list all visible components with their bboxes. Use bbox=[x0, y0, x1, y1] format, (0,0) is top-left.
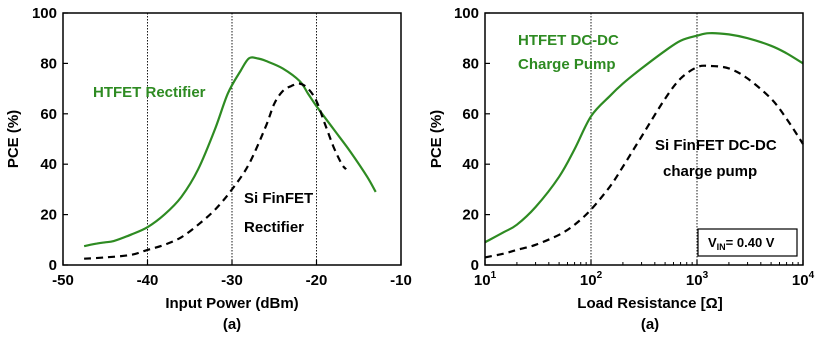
right-series-line-sifinfet bbox=[484, 64, 804, 259]
left-y-axis-label: PCE (%) bbox=[5, 110, 22, 168]
right-xtick-label-2: 103 bbox=[686, 270, 709, 289]
right-xtick-label-0: 101 bbox=[474, 270, 497, 289]
left-annotation-htfet: HTFET Rectifier bbox=[93, 84, 206, 101]
right-ytick-label-4: 80 bbox=[462, 55, 479, 72]
left-series-group bbox=[83, 56, 377, 260]
right-vertical-gridlines bbox=[590, 13, 698, 265]
right-annotation-htfet-line2: Charge Pump bbox=[518, 56, 616, 73]
vin-label: VIN= 0.40 V bbox=[708, 235, 775, 252]
right-annotation-sifinfet-line2: charge pump bbox=[663, 163, 757, 180]
left-ytick-label-4: 80 bbox=[40, 55, 57, 72]
left-ytick-label-2: 40 bbox=[40, 156, 57, 173]
left-x-axis-label: Input Power (dBm) bbox=[165, 295, 298, 312]
left-xtick-label-1: -40 bbox=[137, 272, 159, 289]
left-xtick-label-4: -10 bbox=[390, 272, 412, 289]
right-ytick-label-3: 60 bbox=[462, 106, 479, 123]
left-vertical-gridlines bbox=[147, 13, 317, 265]
vin-subscript: IN bbox=[717, 242, 726, 252]
left-annotation-sifinfet-line2: Rectifier bbox=[244, 219, 304, 236]
right-series-group bbox=[484, 32, 804, 259]
right-xtick-label-3: 104 bbox=[792, 270, 815, 289]
right-x-axis-label: Load Resistance [Ω] bbox=[577, 295, 722, 312]
right-ytick-label-0: 0 bbox=[471, 257, 479, 274]
left-annotation-sifinfet-line1: Si FinFET bbox=[244, 190, 313, 207]
left-ticks bbox=[62, 12, 402, 266]
left-ytick-label-3: 60 bbox=[40, 106, 57, 123]
right-ticks bbox=[484, 12, 804, 266]
vin-symbol: V bbox=[708, 235, 717, 250]
vin-box-frame bbox=[697, 228, 798, 257]
left-series-line-sifinfet bbox=[84, 82, 347, 260]
right-caption: (a) bbox=[641, 316, 659, 333]
right-ytick-label-2: 40 bbox=[462, 156, 479, 173]
left-xtick-label-3: -20 bbox=[306, 272, 328, 289]
left-ytick-label-5: 100 bbox=[32, 5, 57, 22]
vin-box: VIN= 0.40 V bbox=[697, 228, 798, 257]
left-xtick-label-0: -50 bbox=[52, 272, 74, 289]
right-annotation-sifinfet-line1: Si FinFET DC-DC bbox=[655, 137, 777, 154]
vin-value: = 0.40 V bbox=[726, 235, 775, 250]
left-xtick-label-2: -30 bbox=[221, 272, 243, 289]
right-ytick-label-5: 100 bbox=[454, 5, 479, 22]
left-ytick-label-1: 20 bbox=[40, 207, 57, 224]
left-ytick-label-0: 0 bbox=[49, 257, 57, 274]
chart-left: 0 20 40 60 80 100 -50 -40 -30 -20 -10 Input Power … bbox=[5, 5, 412, 333]
right-annotation-htfet-line1: HTFET DC-DC bbox=[518, 32, 619, 49]
chart-right: 0 20 40 60 80 100 101 102 103 104 Load Resistance… bbox=[428, 5, 815, 333]
right-series-line-htfet bbox=[484, 32, 804, 244]
right-ytick-label-1: 20 bbox=[462, 207, 479, 224]
right-tick-labels: 0 20 40 60 80 100 101 102 103 104 bbox=[454, 5, 815, 289]
left-tick-labels: 0 20 40 60 80 100 -50 -40 -30 -20 -10 bbox=[32, 5, 412, 289]
right-plot-frame bbox=[484, 12, 804, 266]
right-xtick-label-1: 102 bbox=[580, 270, 603, 289]
left-caption: (a) bbox=[223, 316, 241, 333]
right-y-axis-label: PCE (%) bbox=[428, 110, 445, 168]
